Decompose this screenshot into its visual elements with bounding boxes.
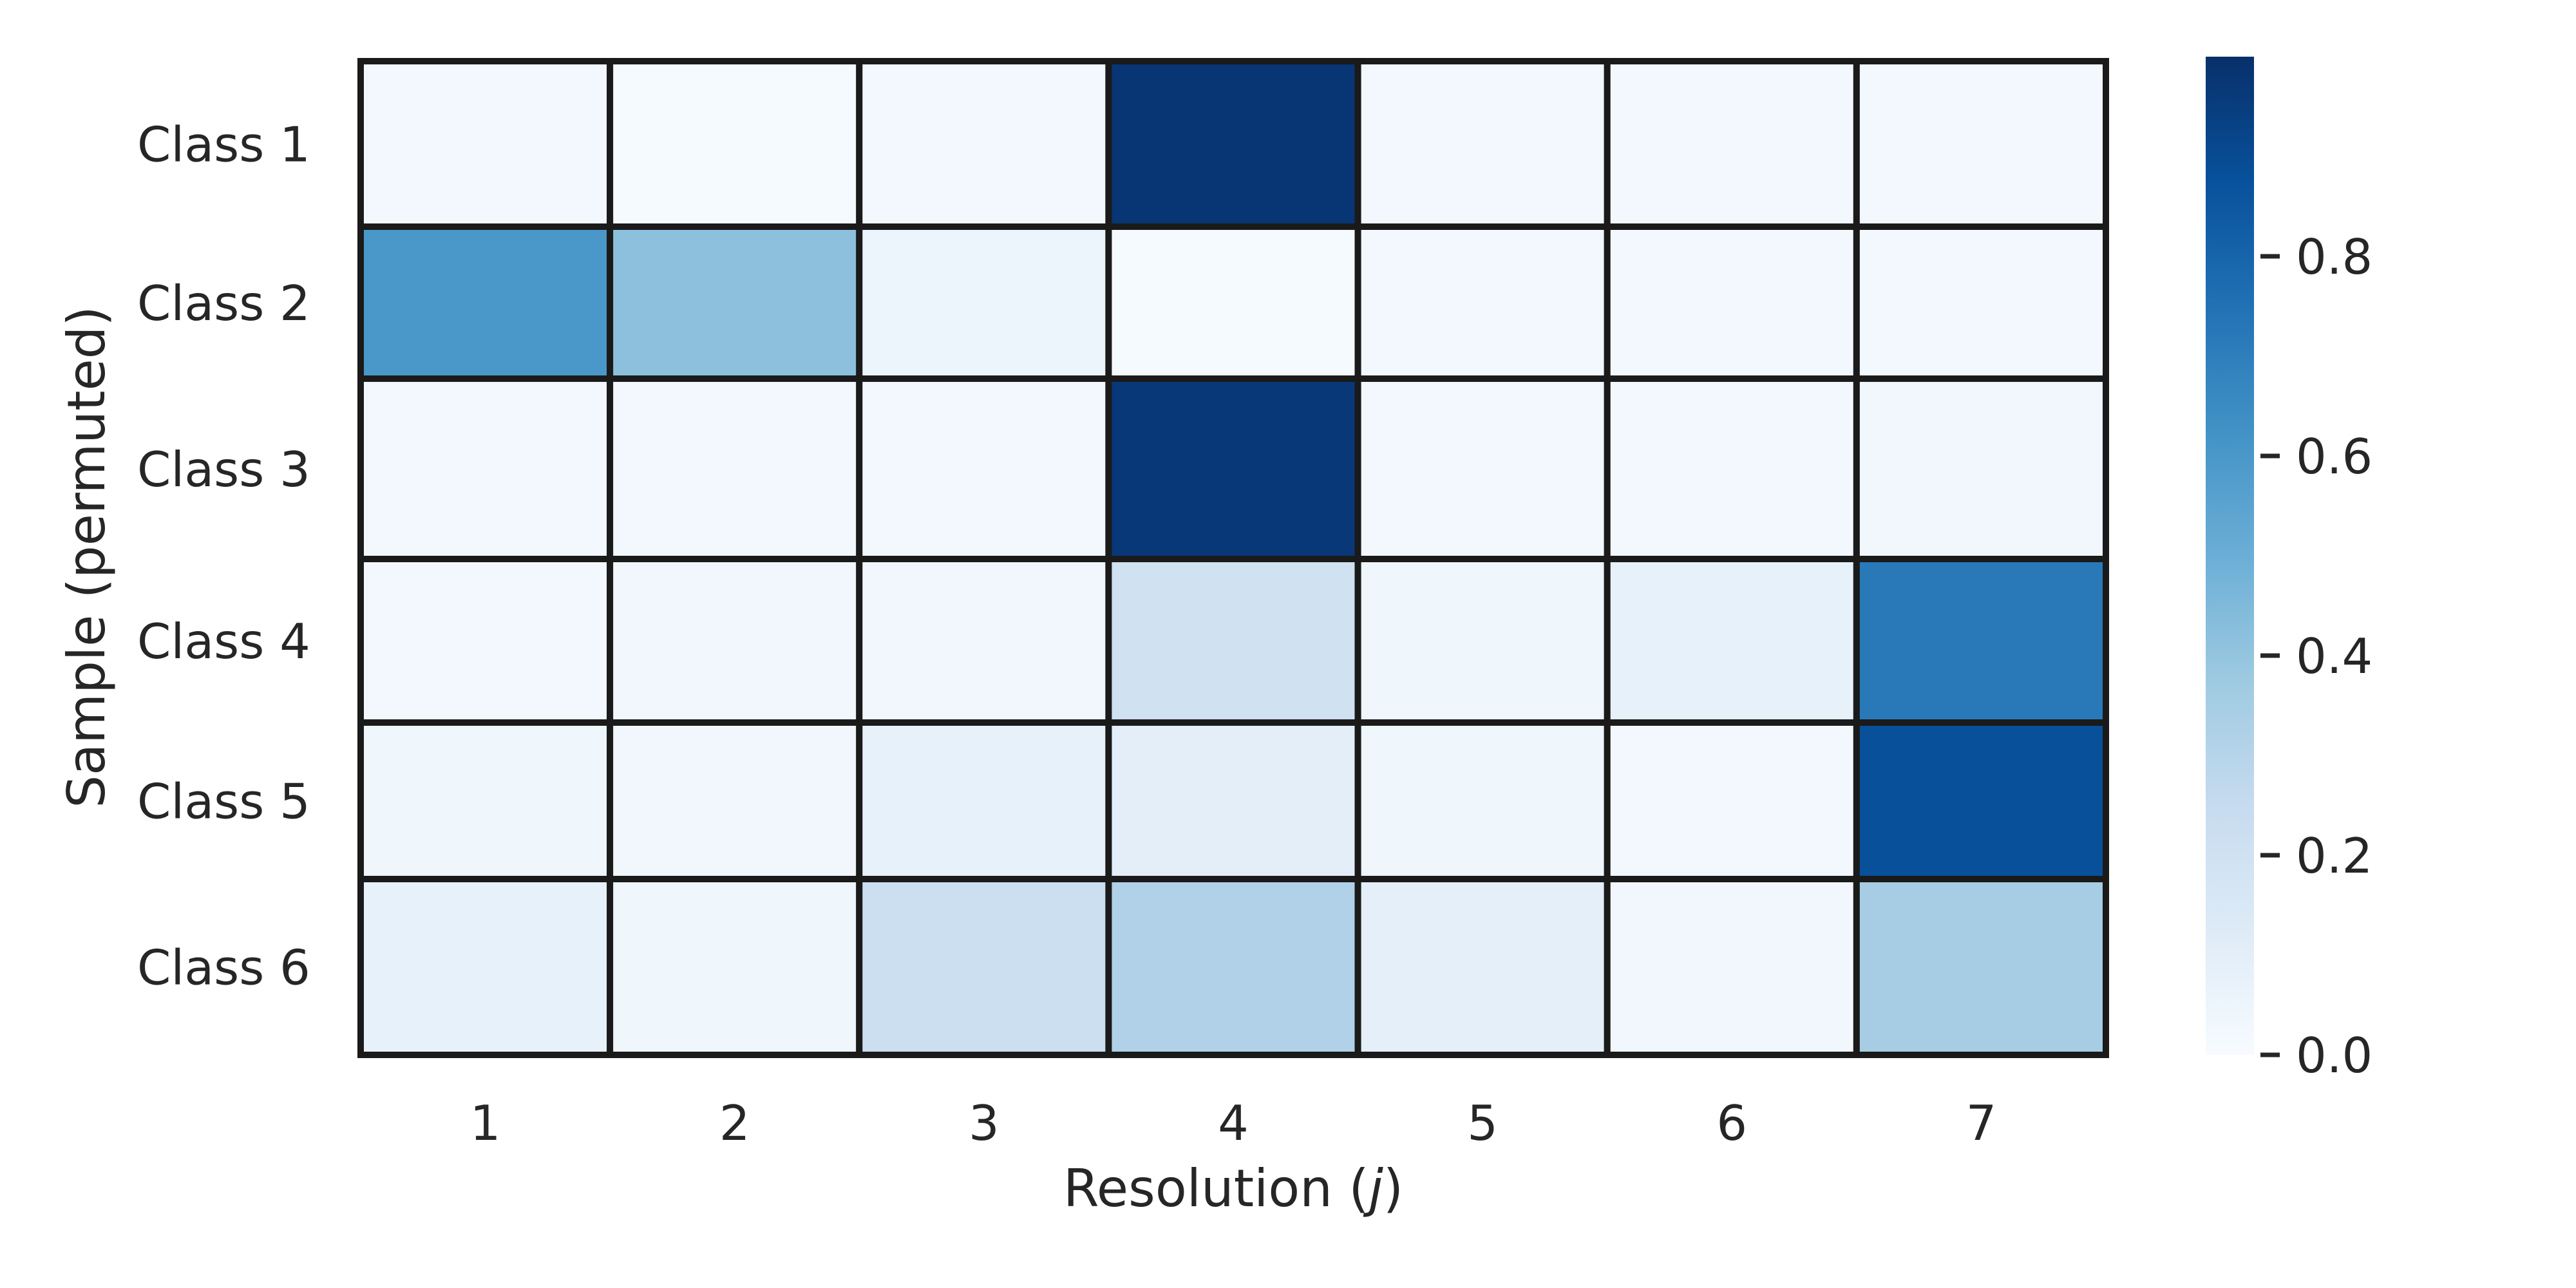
x-tick-label: 4 bbox=[1218, 1095, 1249, 1151]
x-tick-label: 2 bbox=[719, 1095, 750, 1151]
heatmap-cell bbox=[1354, 223, 1611, 382]
heatmap-cell bbox=[856, 223, 1112, 382]
x-axis-label: Resolution (j) bbox=[1063, 1159, 1403, 1218]
row-label: Class 4 bbox=[137, 613, 310, 670]
heatmap-cell bbox=[357, 876, 614, 1058]
heatmap-cell bbox=[357, 223, 614, 382]
heatmap-cell bbox=[856, 58, 1112, 230]
heatmap-cell bbox=[1604, 223, 1860, 382]
heatmap-cell bbox=[1853, 58, 2110, 230]
heatmap-cell bbox=[607, 719, 863, 882]
heatmap-cell bbox=[1354, 876, 1611, 1058]
colorbar bbox=[2206, 57, 2254, 1055]
heatmap-cell bbox=[1853, 375, 2110, 562]
heatmap-cell bbox=[1853, 556, 2110, 726]
heatmap-cell bbox=[1604, 719, 1860, 882]
heatmap-cell bbox=[607, 223, 863, 382]
heatmap-cell bbox=[1354, 58, 1611, 230]
x-tick-label: 7 bbox=[1966, 1095, 1997, 1151]
row-label: Class 2 bbox=[137, 275, 310, 332]
heatmap-cell bbox=[357, 556, 614, 726]
x-tick-label: 1 bbox=[470, 1095, 501, 1151]
heatmap-cell bbox=[357, 58, 614, 230]
heatmap-cell bbox=[1105, 556, 1361, 726]
heatmap-cell bbox=[1604, 556, 1860, 726]
heatmap-cell bbox=[607, 58, 863, 230]
heatmap-cell bbox=[357, 375, 614, 562]
heatmap-cell bbox=[1105, 375, 1361, 562]
colorbar-tick-label: 0.0 bbox=[2296, 1027, 2372, 1084]
heatmap-cell bbox=[1604, 876, 1860, 1058]
heatmap-cell bbox=[607, 876, 863, 1058]
colorbar-tick-label: 0.8 bbox=[2296, 229, 2372, 285]
heatmap-cell bbox=[1105, 719, 1361, 882]
x-tick-label: 6 bbox=[1716, 1095, 1747, 1151]
heatmap-cell bbox=[856, 719, 1112, 882]
heatmap-cell bbox=[607, 556, 863, 726]
heatmap-cell bbox=[1604, 375, 1860, 562]
heatmap-cell bbox=[856, 556, 1112, 726]
heatmap-cell bbox=[1354, 375, 1611, 562]
heatmap-cell bbox=[1604, 58, 1860, 230]
row-label: Class 3 bbox=[137, 441, 310, 498]
heatmap-cell bbox=[1105, 58, 1361, 230]
row-label: Class 6 bbox=[137, 940, 310, 996]
x-axis-ticks: 1 2 3 4 5 6 7 bbox=[470, 1095, 1997, 1151]
heatmap-cell bbox=[1853, 223, 2110, 382]
row-labels: Class 1 Class 2 Class 3 Class 4 Class 5 Class… bbox=[137, 117, 310, 996]
heatmap-cell bbox=[856, 375, 1112, 562]
heatmap-cell bbox=[1105, 223, 1361, 382]
row-label: Class 5 bbox=[137, 773, 310, 830]
heatmap-cell bbox=[1354, 719, 1611, 882]
x-tick-label: 5 bbox=[1467, 1095, 1498, 1151]
row-label: Class 1 bbox=[137, 117, 310, 173]
colorbar-tick-label: 0.6 bbox=[2296, 428, 2372, 485]
heatmap-cell bbox=[357, 719, 614, 882]
x-tick-label: 3 bbox=[969, 1095, 999, 1151]
heatmap-cell bbox=[1105, 876, 1361, 1058]
heatmap-cell bbox=[856, 876, 1112, 1058]
colorbar-ticks: 0.0 0.2 0.4 0.6 0.8 bbox=[2260, 229, 2372, 1084]
colorbar-tick-label: 0.4 bbox=[2296, 628, 2372, 685]
heatmap-cell bbox=[607, 375, 863, 562]
colorbar-tick-label: 0.2 bbox=[2296, 828, 2372, 884]
y-axis-label: Sample (permuted) bbox=[57, 306, 117, 808]
heatmap-cell bbox=[1853, 719, 2110, 882]
heatmap-cell bbox=[1354, 556, 1611, 726]
heatmap-cell bbox=[1853, 876, 2110, 1058]
heatmap-cells bbox=[357, 58, 2110, 1058]
